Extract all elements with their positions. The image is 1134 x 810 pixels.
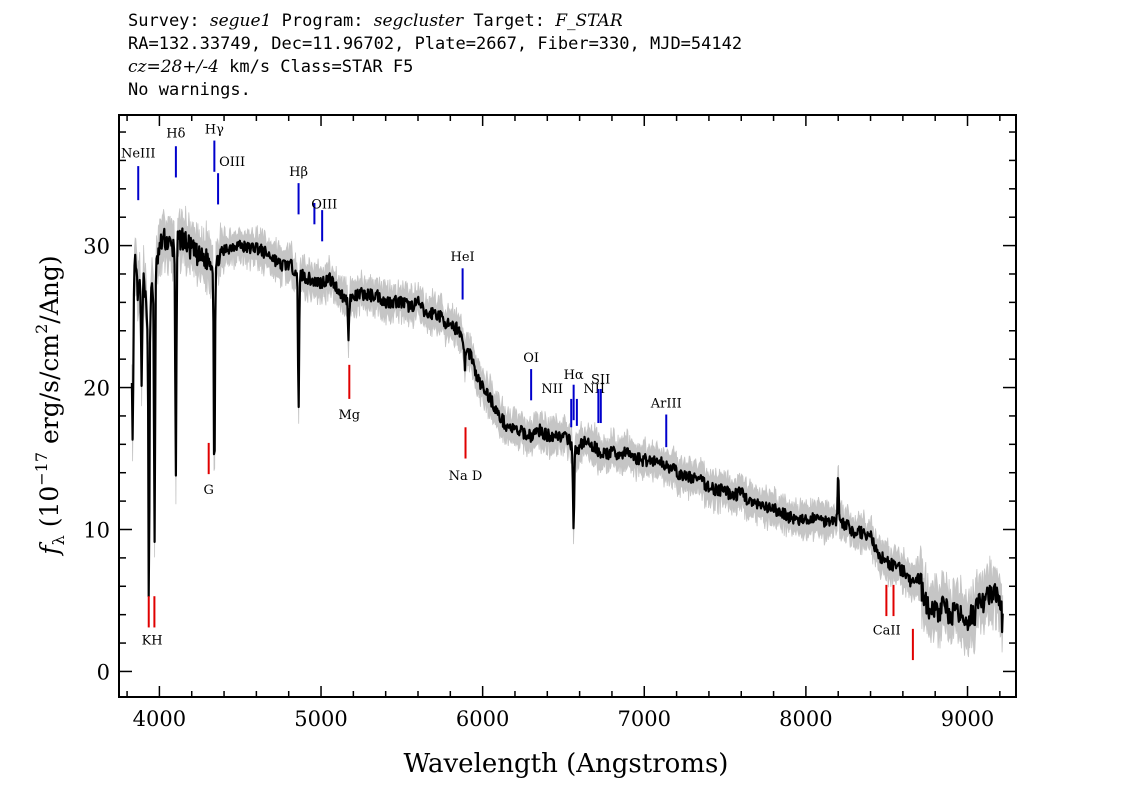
x-tick-label: 6000 xyxy=(456,707,509,731)
y-tick-label: 0 xyxy=(97,660,110,684)
spectral-line-label: Hγ xyxy=(205,122,224,137)
x-tick-label: 7000 xyxy=(618,707,671,731)
class-value: km/s Class=STAR F5 xyxy=(218,57,414,77)
spectral-line-label: KH xyxy=(142,633,163,648)
plot-frame xyxy=(118,114,1017,698)
spectral-line-label: Mg xyxy=(338,408,360,423)
program-value: segcluster xyxy=(373,11,464,31)
flux-error-band xyxy=(131,205,1004,658)
y-label-mid: erg/s/cm xyxy=(35,334,64,452)
spectral-line-label: Hδ xyxy=(166,127,185,142)
x-axis-label: Wavelength (Angstroms) xyxy=(404,749,729,779)
y-tick-label: 30 xyxy=(83,235,110,259)
x-tick-label: 8000 xyxy=(779,707,832,731)
program-label: Program: xyxy=(271,11,374,31)
y-label-f: f xyxy=(35,542,64,557)
survey-value: segue1 xyxy=(209,11,272,31)
redshift-value: cz=28+/-4 xyxy=(128,57,219,77)
spectral-line-label: NII xyxy=(583,382,605,397)
target-label: Target: xyxy=(463,11,556,31)
header-line-survey: Survey: segue1 Program: segcluster Targe… xyxy=(128,10,742,33)
spectral-line-label: OIII xyxy=(219,155,245,170)
spectrum-header: Survey: segue1 Program: segcluster Targe… xyxy=(128,10,742,102)
target-value: F_STAR xyxy=(555,11,623,31)
header-line-coordinates: RA=132.33749, Dec=11.96702, Plate=2667, … xyxy=(128,34,743,54)
spectral-line-label: SII xyxy=(591,372,610,387)
x-tick-label: 5000 xyxy=(294,707,347,731)
spectral-line-label: NII xyxy=(541,382,563,397)
survey-label: Survey: xyxy=(128,11,210,31)
y-label-exp2: 2 xyxy=(32,324,51,334)
spectral-line-label: Na D xyxy=(449,469,483,484)
y-axis-label: fλ (10−17 erg/s/cm2/Ang) xyxy=(32,255,68,556)
header-line-warnings: No warnings. xyxy=(128,80,251,100)
spectral-line-label: NeIII xyxy=(121,147,155,162)
spectral-line-label: G xyxy=(204,483,214,498)
x-tick-label: 4000 xyxy=(133,707,186,731)
y-tick-label: 10 xyxy=(83,518,110,542)
spectral-line-label: HeI xyxy=(451,250,475,265)
spectral-line-label: OIII xyxy=(311,198,337,213)
spectral-line-label: CaII xyxy=(873,624,901,639)
header-line-redshift: cz=28+/-4 km/s Class=STAR F5 xyxy=(128,56,742,79)
spectral-line-label: Hα xyxy=(564,368,584,383)
spectral-line-label: OI xyxy=(523,351,539,366)
flux-line xyxy=(130,227,1004,634)
y-label-post: /Ang) xyxy=(35,255,64,323)
x-tick-label: 9000 xyxy=(941,707,994,731)
y-label-pre: (10 xyxy=(35,486,64,536)
error-band xyxy=(131,205,1004,658)
flux-series xyxy=(130,227,1004,634)
y-label-lambda: λ xyxy=(49,535,68,545)
spectral-line-label: Hβ xyxy=(289,165,308,180)
plot-axes: 4000 5000 6000 7000 8000 9000 0 10 20 30 xyxy=(83,114,1017,731)
y-tick-label: 20 xyxy=(83,377,110,401)
spectral-line-label: ArIII xyxy=(650,396,682,411)
y-label-exp: −17 xyxy=(32,452,51,486)
